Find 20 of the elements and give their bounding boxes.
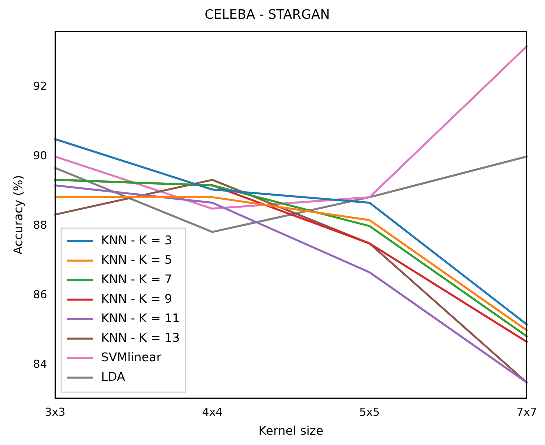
chart-title: CELEBA - STARGAN [204,8,330,24]
x-tick-label: 3x3 [45,406,66,419]
legend-label: KNN - K = 5 [101,253,172,268]
legend-label: KNN - K = 13 [101,331,180,346]
legend-label: KNN - K = 7 [101,272,172,287]
legend-label: LDA [101,370,126,384]
y-tick-label: 86 [33,288,48,302]
legend-label: KNN - K = 3 [101,234,172,248]
x-tick-label: 5x5 [360,406,380,419]
x-tick-label: 7x7 [516,406,538,419]
y-tick-label: 90 [33,150,48,163]
y-axis-title: Accuracy (%) [11,175,26,255]
y-tick-label: 92 [33,80,48,94]
x-axis-title: Kernel size [258,424,324,438]
y-tick-label: 88 [33,219,48,232]
legend-label: SVMlinear [101,350,162,365]
y-tick-label: 84 [33,358,48,372]
legend-label: KNN - K = 9 [101,292,172,306]
legend-label: KNN - K = 11 [101,312,180,326]
x-tick-label: 4x4 [202,406,223,419]
